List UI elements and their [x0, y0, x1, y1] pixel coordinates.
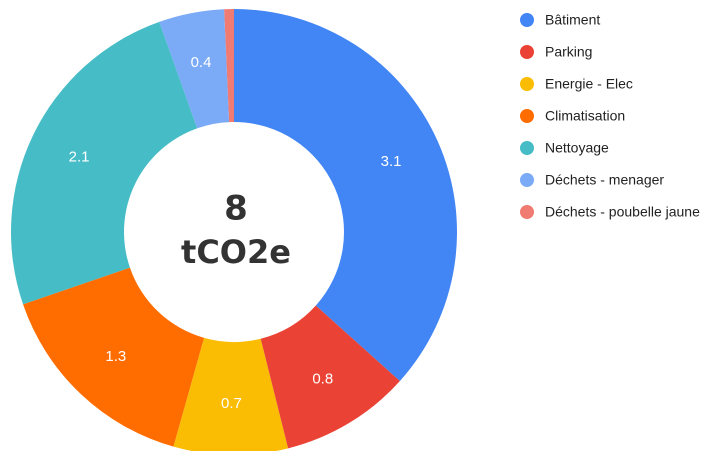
legend-marker — [520, 13, 534, 27]
legend-marker — [520, 173, 534, 187]
legend-label: Nettoyage — [545, 140, 609, 156]
slice — [173, 337, 289, 451]
slice — [234, 9, 457, 381]
slice-label: 0.7 — [221, 395, 242, 412]
slice-label: 0.8 — [312, 370, 333, 387]
legend-label: Déchets - poubelle jaune — [545, 204, 700, 220]
slice-label: 2.1 — [69, 148, 90, 165]
center-value: 8 — [224, 189, 248, 229]
slice-label: 1.3 — [105, 348, 126, 365]
legend-label: Bâtiment — [545, 12, 600, 28]
legend-label: Déchets - menager — [545, 172, 664, 188]
slice — [23, 267, 205, 447]
center-unit: tCO2e — [181, 233, 291, 271]
legend-label: Climatisation — [545, 108, 625, 124]
legend-label: Energie - Elec — [545, 76, 633, 92]
slice-label: 0.4 — [191, 54, 212, 71]
slice-label: 3.1 — [381, 153, 402, 170]
legend-marker — [520, 205, 534, 219]
slice — [224, 9, 234, 123]
legend-marker — [520, 77, 534, 91]
legend-marker — [520, 109, 534, 123]
slice — [159, 9, 230, 129]
legend-marker — [520, 45, 534, 59]
legend-marker — [520, 141, 534, 155]
legend-label: Parking — [545, 44, 592, 60]
slice — [260, 305, 400, 449]
slice — [11, 21, 198, 305]
